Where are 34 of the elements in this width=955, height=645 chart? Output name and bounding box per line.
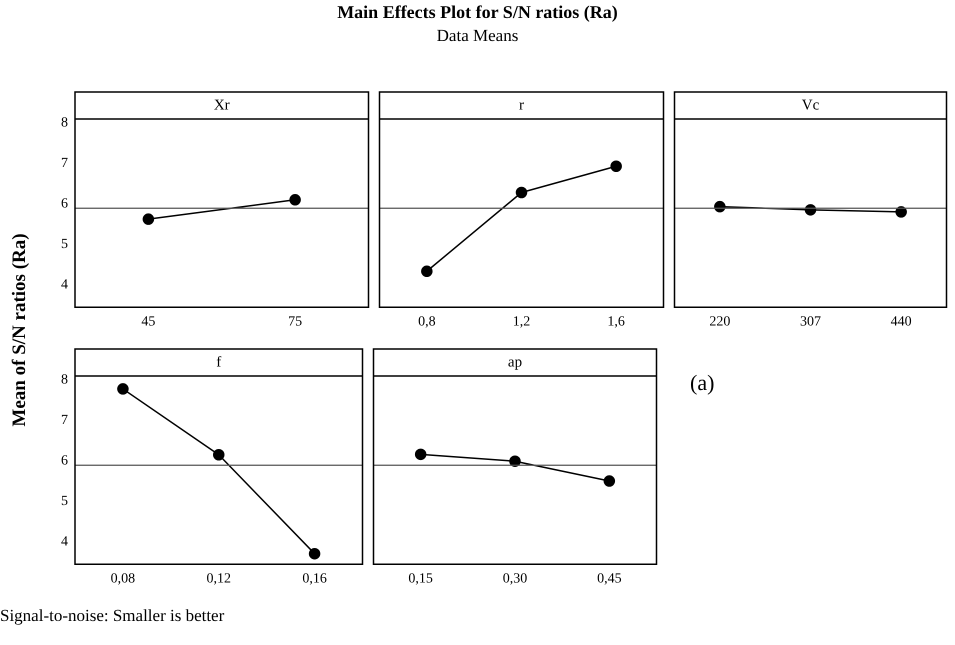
- x-tick-label: 1,6: [607, 314, 625, 330]
- x-tick-label: 0,30: [502, 571, 528, 586]
- x-tick-label: 440: [890, 314, 912, 330]
- chart-title: r: [519, 97, 524, 114]
- y-tick-label: 5: [61, 494, 68, 509]
- x-tick-label: 75: [288, 314, 302, 330]
- y-tick-label: 4: [61, 277, 68, 292]
- x-tick-label: 220: [709, 314, 730, 330]
- chart-title: ap: [508, 354, 522, 370]
- x-tick-label: 0,12: [206, 571, 231, 586]
- y-tick-label: 6: [61, 196, 68, 212]
- chart-title: Vc: [802, 97, 820, 114]
- x-tick-label: 307: [800, 314, 821, 330]
- text: Mean of S/N ratios (Ra): [9, 233, 31, 427]
- y-tick-label: 6: [61, 453, 68, 468]
- chart-title: Xr: [214, 97, 230, 114]
- y-tick-label: 7: [61, 156, 68, 172]
- y-tick-label: 7: [61, 413, 68, 428]
- x-tick-label: 1,2: [512, 314, 530, 330]
- x-tick-label: 0,16: [302, 571, 327, 586]
- x-tick-label: 45: [141, 314, 156, 330]
- x-tick-label: 0,45: [597, 571, 622, 586]
- chart-title: f: [216, 354, 222, 370]
- y-tick-label: 5: [61, 236, 68, 252]
- y-tick-label: 8: [61, 372, 68, 388]
- x-tick-label: 0,8: [418, 314, 436, 330]
- x-tick-label: 0,08: [110, 571, 136, 586]
- x-tick-label: 0,15: [408, 571, 433, 586]
- text: (a): [690, 370, 714, 396]
- text: Main Effects Plot for S/N ratios (Ra): [336, 2, 619, 23]
- text: Signal-to-noise: Smaller is better: [0, 606, 224, 626]
- text: Data Means: [436, 26, 520, 46]
- y-tick-label: 4: [61, 534, 68, 550]
- y-tick-label: 8: [61, 116, 68, 131]
